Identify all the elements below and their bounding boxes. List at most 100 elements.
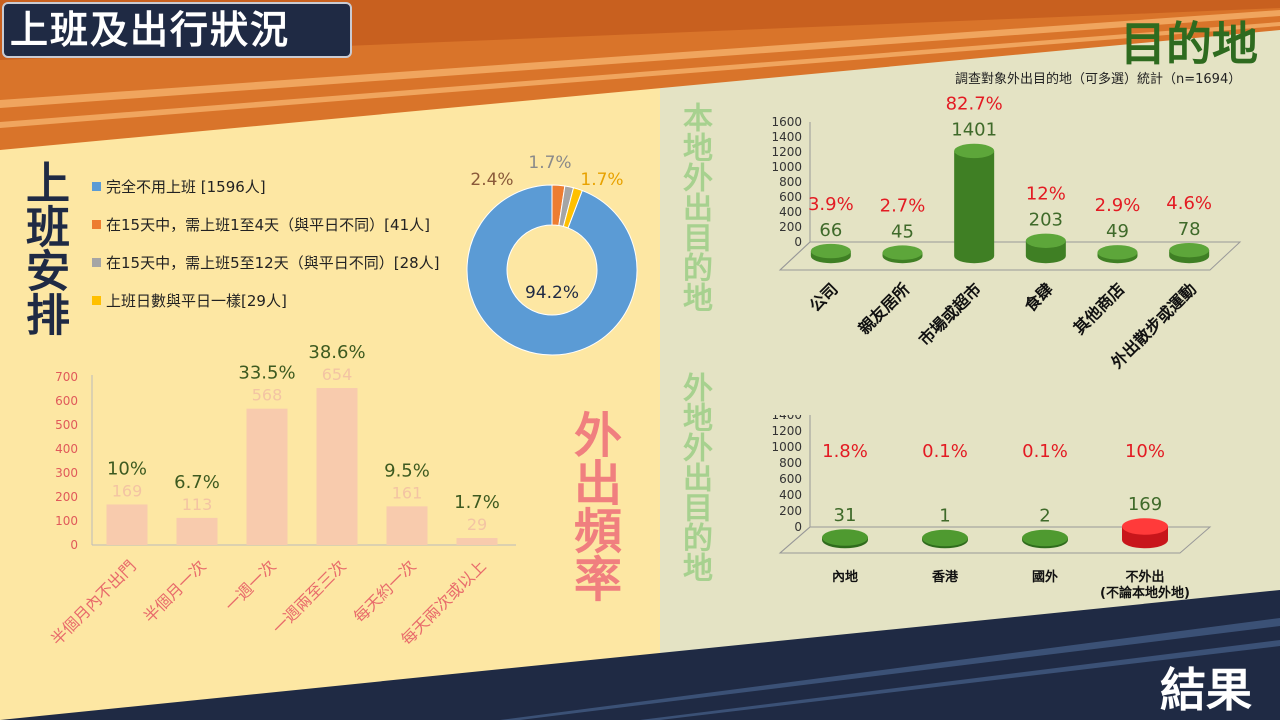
bar-value-label: 2: [1039, 506, 1050, 527]
x-tick-label: 香港: [931, 569, 959, 585]
bar-percent-label: 82.7%: [946, 94, 1003, 115]
x-tick-label: (不論本地外地): [1100, 585, 1190, 601]
bar-top: [1025, 233, 1066, 248]
y-tick-label: 0: [70, 538, 78, 552]
y-tick-label: 600: [55, 394, 78, 408]
bar-value-label: 78: [1178, 219, 1201, 240]
x-tick-label: 市場或超市: [915, 279, 985, 349]
donut-label: 1.7%: [580, 170, 623, 190]
page-title: 上班及出行狀況: [2, 2, 352, 58]
y-tick-label: 500: [55, 418, 78, 432]
legend-swatch-blue: [92, 181, 101, 191]
x-tick-label: 其他商店: [1070, 279, 1129, 338]
x-tick-label: 不外出: [1125, 569, 1164, 585]
bar-top: [1122, 518, 1168, 535]
bar-value-label: 1401: [951, 120, 997, 141]
legend-item: 在15天中，需上班5至12天（與平日不同）[28人]: [92, 252, 440, 272]
work-donut-chart: 94.2% 2.4% 1.7% 1.7%: [466, 153, 638, 356]
bar-value-label: 169: [1128, 494, 1162, 515]
bar-percent-label: 9.5%: [384, 460, 430, 481]
bar: [456, 538, 498, 545]
donut-label: 2.4%: [470, 170, 513, 190]
bar-percent-label: 10%: [107, 458, 147, 479]
bar-value-label: 49: [1106, 221, 1129, 242]
x-tick-label: 半個月內不出門: [47, 556, 140, 649]
donut-slice: [466, 184, 638, 356]
x-tick-label: 一週兩至三次: [269, 556, 350, 637]
y-tick-label: 200: [779, 220, 802, 234]
bar-top: [810, 243, 851, 259]
legend-label: 在15天中，需上班1至4天（與平日不同）[41人]: [106, 215, 430, 234]
y-tick-label: 1200: [771, 424, 802, 438]
x-tick-label: 公司: [806, 279, 842, 315]
bar-percent-label: 1.8%: [822, 441, 868, 462]
bar-value-label: 45: [891, 221, 914, 242]
section-freq-heading: 外出頻率: [565, 410, 621, 602]
bar-value-label: 31: [834, 505, 857, 526]
y-tick-label: 1200: [771, 145, 802, 159]
y-tick-label: 700: [55, 370, 78, 384]
local-dest-label: 本地外出目的地: [677, 102, 712, 312]
section-dest-heading: 目的地: [1120, 17, 1258, 71]
y-tick-label: 200: [55, 490, 78, 504]
donut-label: 1.7%: [528, 153, 571, 173]
bar-top: [954, 143, 995, 159]
bar-value-label: 29: [467, 515, 487, 534]
bar: [176, 517, 218, 545]
y-tick-label: 1600: [771, 115, 802, 129]
bar-top: [1097, 245, 1138, 260]
legend-item: 完全不用上班 [1596人]: [92, 176, 440, 196]
bar-percent-label: 0.1%: [922, 441, 968, 462]
bar-top: [1169, 242, 1210, 258]
y-tick-label: 1400: [771, 130, 802, 144]
legend-item: 上班日數與平日一樣[29人]: [92, 290, 440, 310]
nonlocal-dest-label: 外地外出目的地: [677, 372, 712, 582]
bar-percent-label: 3.9%: [808, 194, 854, 215]
x-tick-label: 食肆: [1020, 279, 1057, 316]
bar: [386, 506, 428, 545]
bar-value-label: 203: [1029, 210, 1063, 231]
bar-value-label: 1: [939, 506, 950, 527]
y-tick-label: 1000: [771, 160, 802, 174]
bar-percent-label: 2.9%: [1095, 195, 1141, 216]
legend-swatch-orange: [92, 219, 101, 229]
bar-value-label: 161: [392, 483, 423, 502]
x-tick-label: 半個月一次: [140, 556, 210, 626]
bar-percent-label: 10%: [1125, 441, 1165, 462]
bar-percent-label: 6.7%: [174, 472, 220, 493]
bar: [316, 388, 358, 545]
legend-item: 在15天中，需上班1至4天（與平日不同）[41人]: [92, 214, 440, 234]
y-tick-label: 300: [55, 466, 78, 480]
bar-top: [1022, 529, 1068, 547]
bar-value-label: 113: [182, 495, 213, 514]
y-tick-label: 400: [779, 205, 802, 219]
bar-body: [954, 150, 995, 264]
y-tick-label: 1000: [771, 440, 802, 454]
result-label: 結果: [1160, 663, 1252, 717]
dest-subtitle: 調查對象外出目的地（可多選）統計（n=1694）: [955, 72, 1242, 87]
bar-value-label: 654: [322, 365, 353, 384]
bar-percent-label: 2.7%: [880, 195, 926, 216]
donut-slice: [562, 187, 583, 229]
bar-percent-label: 12%: [1026, 184, 1066, 205]
y-tick-label: 200: [779, 504, 802, 518]
y-tick-label: 600: [779, 472, 802, 486]
y-tick-label: 0: [794, 520, 802, 534]
legend-label: 在15天中，需上班5至12天（與平日不同）[28人]: [106, 253, 440, 272]
depth-axis: [779, 241, 811, 271]
x-tick-label: 國外: [1032, 569, 1058, 585]
bar-top: [822, 529, 868, 546]
y-tick-label: 600: [779, 190, 802, 204]
x-tick-label: 每天約一次: [350, 556, 420, 626]
y-tick-label: 800: [779, 456, 802, 470]
bar-value-label: 66: [819, 220, 842, 241]
legend-swatch-yellow: [92, 295, 101, 305]
bar-percent-label: 33.5%: [238, 363, 295, 384]
legend-label: 完全不用上班 [1596人]: [106, 177, 266, 196]
bar-percent-label: 0.1%: [1022, 441, 1068, 462]
bar-value-label: 568: [252, 386, 283, 405]
bar-percent-label: 4.6%: [1166, 193, 1212, 214]
bar-top: [882, 245, 923, 260]
frequency-bar-chart: 0 100 200 300 400 500 600 700 169 10% 半個月內不出門 113 6.…: [47, 342, 516, 649]
